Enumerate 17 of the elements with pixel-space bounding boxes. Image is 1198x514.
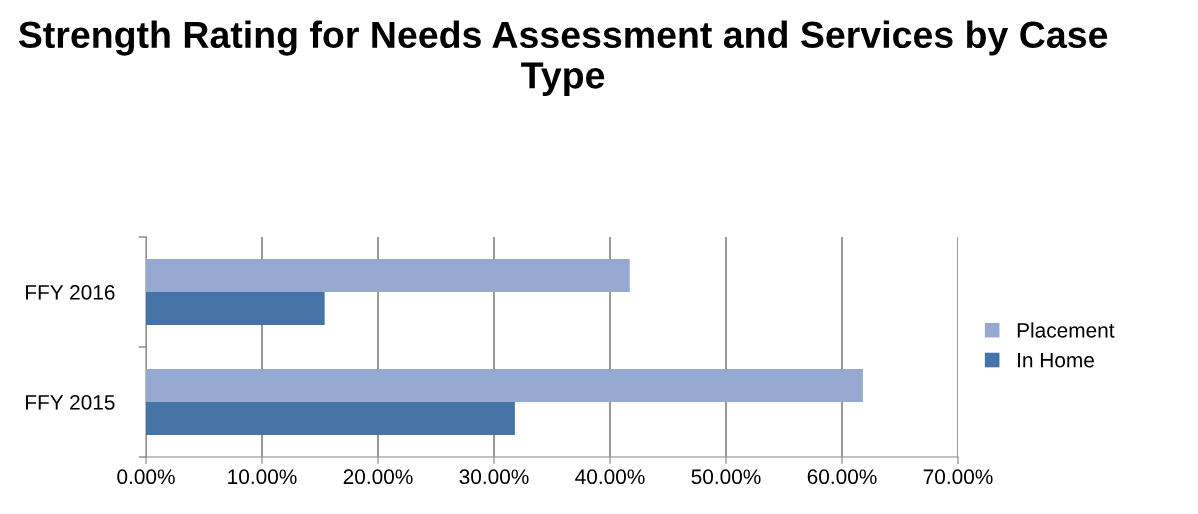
bar: [146, 259, 630, 292]
bar: [146, 369, 863, 402]
x-tick-label: 60.00%: [807, 469, 877, 485]
x-tick-label: 20.00%: [343, 469, 413, 485]
chart-title: Strength Rating for Needs Assessment and Services by Case Type: [18, 20, 1108, 97]
x-tick-label: 40.00%: [575, 469, 645, 485]
x-tick-label: 70.00%: [923, 469, 993, 485]
legend-label: Placement: [1017, 322, 1115, 338]
bar: [146, 292, 325, 325]
x-tick-label: 30.00%: [459, 469, 529, 485]
y-tick-label: FFY 2016: [26, 285, 115, 300]
bar: [146, 402, 515, 435]
x-tick-label: 50.00%: [691, 469, 761, 485]
legend-label: In Home: [1018, 352, 1094, 368]
y-tick-label: FFY 2015: [26, 395, 115, 410]
x-tick-label: 10.00%: [228, 469, 297, 485]
x-tick-label: 0.00%: [117, 469, 175, 485]
